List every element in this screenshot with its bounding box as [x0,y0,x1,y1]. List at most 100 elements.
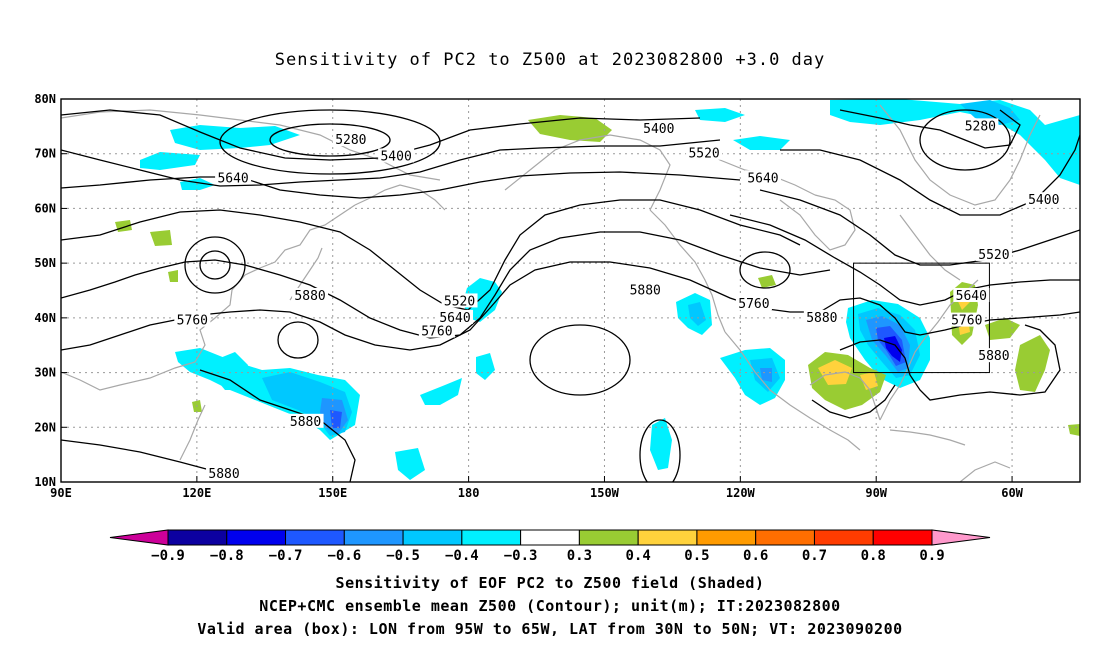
contour-label: 5760 [738,297,769,312]
shade-positive-siberia [150,230,172,246]
shade-negative-mexico-max [760,368,772,382]
contour-label-bg [215,170,252,185]
contour-label-bg [975,348,1012,363]
contour-label: 5880 [290,415,321,430]
contour-label-bg [948,312,985,327]
lon-tick-label: 90E [50,486,72,500]
contour-label-bg [735,296,772,311]
shade-positive-atlantic3 [1015,335,1050,392]
coast-siberia [61,109,441,181]
colorbar-label: −0.8 [210,548,244,564]
shade-positive-ne-can [758,275,776,288]
shade-negative-arctic2 [140,152,200,170]
colorbar-label: −0.6 [327,548,361,564]
contour-high-pac [529,324,631,396]
lat-tick-label: 80N [34,92,56,106]
contour-5760-asia [61,231,831,339]
contour-low-asia-inner [199,250,231,280]
contour-label-bg [744,170,781,185]
shade-positive-atlantic2 [985,318,1020,340]
colorbar-segment [813,529,874,546]
contour-label: 5880 [294,289,325,304]
contour-label: 5880 [208,467,239,482]
contour-label-bg [975,246,1012,261]
colorbar-label: −0.7 [269,548,303,564]
colorbar-low-extend [109,529,169,546]
colorbar-segment [167,529,228,546]
coast-alaska [504,134,671,211]
caption-shaded: Sensitivity of EOF PC2 to Z500 field (Sh… [335,574,765,592]
contour-atl-5640 [729,214,1080,306]
coast-philippines [179,404,206,461]
contour-label: 5880 [630,284,661,299]
contour-5400-north [61,109,701,161]
colorbar-high-extend [931,529,991,546]
shade-positive-gulf-c [860,372,878,390]
valid-area-box [853,262,990,374]
shade-negative-china [215,352,248,390]
contour-low-5280-asia [219,109,441,175]
contour-label: 5760 [177,314,208,329]
contour-label-bg [174,312,211,327]
colorbar-segment [578,529,639,546]
contour-atl-5760 [819,297,1080,336]
coast-east-asia [61,204,356,391]
lon-tick-label: 60W [1001,486,1023,500]
colorbar-label: 0.6 [743,548,768,564]
lon-tick-label: 150W [590,486,620,500]
caption-contour: NCEP+CMC ensemble mean Z500 (Contour); u… [259,597,841,615]
lat-tick-label: 50N [34,256,56,270]
coast-s-america [959,461,1011,482]
latitude-axis: 80N 70N 60N 50N 40N 30N 20N 10N [34,92,67,489]
colorbar-segment [226,529,287,546]
contour-label: 5520 [444,294,475,309]
shade-negative-dateline-b [476,353,495,380]
colorbar-label: 0.5 [684,548,709,564]
figure-title: Sensitivity of PC2 to Z500 at 2023082800… [274,50,826,70]
contour-label: 5520 [978,248,1009,263]
lon-tick-label: 150E [318,486,347,500]
colorbar: −0.9 −0.8 −0.7 −0.6 −0.5 −0.4 −0.3 0.3 0.4 0.5 0.6… [109,529,991,564]
shade-negative-epac-core [688,302,706,326]
coast-greenland [879,104,1041,206]
contour-label: 5640 [439,311,470,326]
contour-low-inner-asia [269,123,391,157]
colorbar-segment [872,529,933,546]
contour-atl-5880 [839,324,1061,401]
colorbar-segment [637,529,698,546]
coast-canada-west [649,209,726,333]
lat-tick-label: 10N [34,475,56,489]
contour-atl-5520 [759,189,1080,266]
colorbar-label: 0.8 [861,548,886,564]
contour-label: 5880 [978,349,1009,364]
contour-label-bg [640,121,677,136]
longitude-axis: 90E 120E 150E 180 150W 120W 90W 60W [50,476,1024,500]
shade-negative-npac [395,448,425,480]
contour-label-bg [441,293,478,308]
contour-label: 5400 [380,149,411,164]
caption-valid-area: Valid area (box): LON from 95W to 65W, L… [197,620,903,638]
contour-label-bg [332,132,369,147]
coast-labrador [899,214,961,281]
shade-negative-baffin [733,136,790,150]
coast-caribbean [889,429,966,446]
coast-kamchatka [354,184,446,211]
contour-high-japan [277,321,319,359]
colorbar-segment [402,529,463,546]
lon-tick-label: 120E [182,486,211,500]
colorbar-label: −0.9 [151,548,185,564]
shade-negative-arctic-can [695,108,745,122]
contour-atl-5280 [839,109,1021,149]
contour-label: 5640 [956,289,987,304]
shade-negative-arctic1 [170,125,300,150]
lon-tick-label: 180 [458,486,480,500]
contour-label-bg [627,282,664,297]
shade-negative-greenland-b [960,100,1020,125]
contour-5520-north [61,139,721,187]
coastlines [61,104,1041,482]
sensitivity-shading [115,99,1080,480]
contour-label: 5280 [335,133,366,148]
shade-positive-siberia3 [168,270,178,282]
lat-tick-label: 20N [34,420,56,434]
